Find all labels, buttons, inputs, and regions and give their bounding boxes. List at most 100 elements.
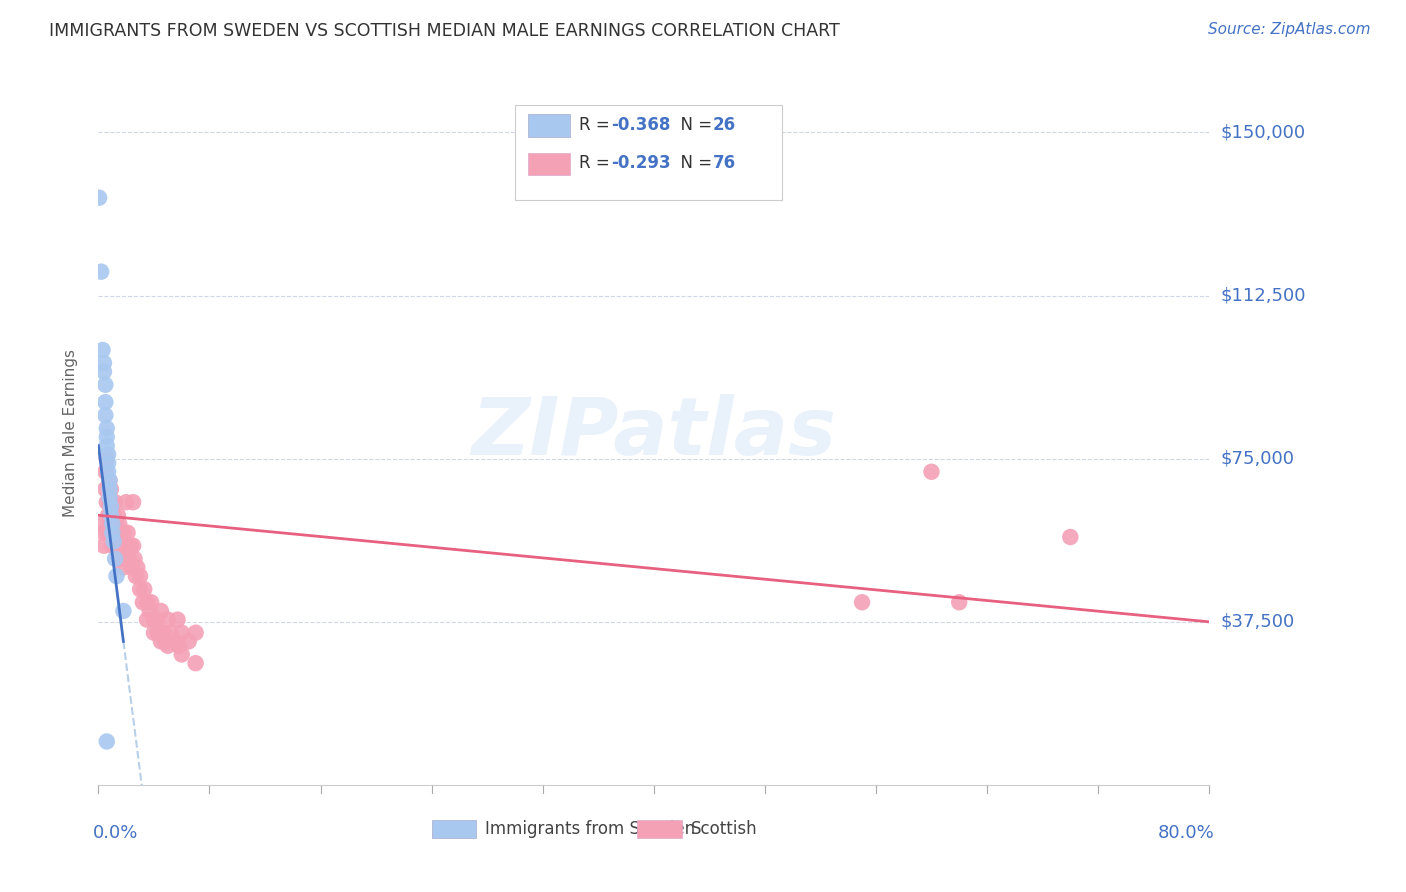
Point	[124, 551, 146, 566]
Point	[101, 495, 124, 509]
Point	[100, 508, 122, 523]
Point	[105, 569, 128, 583]
Point	[96, 451, 118, 466]
Point	[107, 508, 129, 523]
Point	[91, 343, 114, 357]
Point	[159, 625, 181, 640]
Point	[184, 625, 207, 640]
Text: -0.293: -0.293	[612, 154, 671, 172]
Point	[98, 516, 121, 531]
Point	[93, 525, 115, 540]
Point	[110, 551, 132, 566]
Point	[97, 525, 120, 540]
Point	[146, 625, 169, 640]
Point	[129, 582, 152, 597]
Point	[97, 447, 120, 461]
Point	[101, 516, 124, 531]
Point	[145, 613, 167, 627]
Point	[104, 516, 127, 531]
Point	[96, 495, 118, 509]
Point	[117, 525, 139, 540]
Point	[94, 395, 117, 409]
Text: 80.0%: 80.0%	[1159, 823, 1215, 842]
Y-axis label: Median Male Earnings: Median Male Earnings	[63, 349, 77, 516]
Point	[103, 508, 125, 523]
Point	[134, 582, 156, 597]
Point	[94, 408, 117, 422]
Point	[163, 634, 186, 648]
Text: -0.368: -0.368	[612, 116, 671, 135]
Point	[920, 465, 942, 479]
Point	[91, 516, 114, 531]
Point	[93, 539, 115, 553]
Point	[156, 613, 179, 627]
Point	[141, 595, 163, 609]
Point	[97, 465, 120, 479]
FancyBboxPatch shape	[637, 821, 682, 838]
FancyBboxPatch shape	[529, 114, 571, 136]
Point	[93, 356, 115, 370]
Point	[111, 539, 134, 553]
Point	[101, 525, 124, 540]
Point	[129, 569, 152, 583]
Point	[100, 500, 122, 514]
Text: $37,500: $37,500	[1220, 613, 1295, 631]
Point	[96, 439, 118, 453]
Text: ZIPatlas: ZIPatlas	[471, 393, 837, 472]
Point	[125, 569, 148, 583]
Text: Scottish: Scottish	[690, 821, 756, 838]
Point	[93, 365, 115, 379]
Point	[98, 491, 121, 505]
Point	[98, 495, 121, 509]
Point	[97, 508, 120, 523]
Point	[112, 560, 135, 574]
Point	[136, 613, 159, 627]
Text: $150,000: $150,000	[1220, 123, 1305, 142]
Point	[166, 613, 188, 627]
Point	[114, 551, 136, 566]
Point	[121, 560, 143, 574]
Point	[103, 534, 125, 549]
Point	[120, 539, 142, 553]
Text: R =: R =	[579, 154, 616, 172]
Point	[136, 595, 159, 609]
Point	[132, 595, 155, 609]
Point	[1059, 530, 1081, 544]
Point	[105, 539, 128, 553]
Point	[170, 648, 193, 662]
Point	[96, 430, 118, 444]
Point	[122, 495, 145, 509]
Point	[108, 516, 131, 531]
Point	[98, 474, 121, 488]
Point	[94, 377, 117, 392]
Point	[115, 539, 138, 553]
Point	[100, 482, 122, 496]
FancyBboxPatch shape	[529, 153, 571, 176]
Point	[112, 525, 135, 540]
Point	[96, 421, 118, 435]
FancyBboxPatch shape	[432, 821, 477, 838]
Point	[115, 495, 138, 509]
Point	[90, 265, 112, 279]
Text: IMMIGRANTS FROM SWEDEN VS SCOTTISH MEDIAN MALE EARNINGS CORRELATION CHART: IMMIGRANTS FROM SWEDEN VS SCOTTISH MEDIA…	[49, 22, 839, 40]
Point	[149, 634, 172, 648]
Point	[139, 604, 162, 618]
Point	[118, 551, 141, 566]
Point	[143, 625, 166, 640]
Point	[104, 551, 127, 566]
Point	[98, 482, 121, 496]
Point	[94, 482, 117, 496]
Point	[167, 639, 190, 653]
Point	[122, 539, 145, 553]
Point	[127, 560, 149, 574]
Point	[851, 595, 873, 609]
Text: Source: ZipAtlas.com: Source: ZipAtlas.com	[1208, 22, 1371, 37]
Point	[177, 634, 200, 648]
Point	[97, 456, 120, 470]
Point	[101, 539, 124, 553]
Point	[948, 595, 970, 609]
Text: N =: N =	[671, 154, 718, 172]
Point	[170, 625, 193, 640]
Text: $112,500: $112,500	[1220, 286, 1306, 304]
Point	[153, 634, 176, 648]
